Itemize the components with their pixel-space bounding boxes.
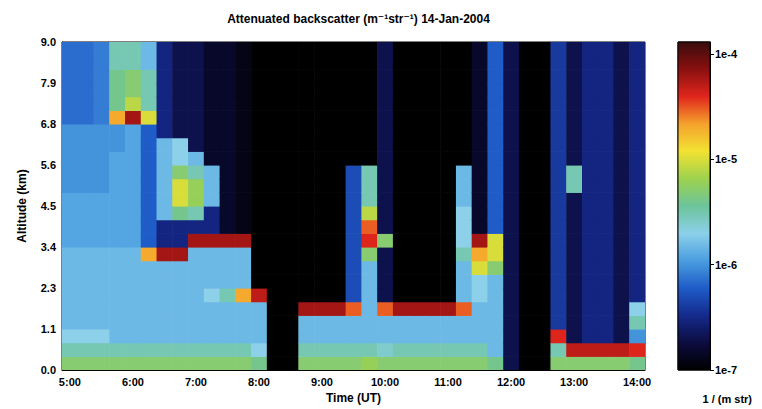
svg-text:7:00: 7:00	[185, 376, 207, 388]
svg-text:11:00: 11:00	[434, 376, 462, 388]
svg-text:1e-7: 1e-7	[715, 364, 737, 376]
svg-text:1e-6: 1e-6	[715, 259, 737, 271]
svg-text:1.1: 1.1	[41, 323, 56, 335]
svg-text:6.8: 6.8	[41, 118, 56, 130]
svg-text:6:00: 6:00	[122, 376, 144, 388]
svg-text:10:00: 10:00	[371, 376, 399, 388]
svg-text:5:00: 5:00	[59, 376, 81, 388]
svg-text:12:00: 12:00	[497, 376, 525, 388]
svg-text:9.0: 9.0	[41, 36, 56, 48]
svg-text:2.3: 2.3	[41, 282, 56, 294]
svg-text:3.4: 3.4	[41, 241, 57, 253]
svg-text:Time (UT): Time (UT)	[326, 391, 381, 405]
svg-text:14:00: 14:00	[623, 376, 651, 388]
svg-text:9:00: 9:00	[311, 376, 333, 388]
svg-text:1 / (m str): 1 / (m str)	[702, 393, 752, 405]
svg-text:Attenuated backscatter (m⁻¹str: Attenuated backscatter (m⁻¹str⁻¹) 14-Jan…	[227, 12, 490, 26]
svg-text:5.6: 5.6	[41, 159, 56, 171]
svg-text:Altitude (km): Altitude (km)	[15, 169, 29, 242]
svg-text:13:00: 13:00	[560, 376, 588, 388]
svg-text:4.5: 4.5	[41, 200, 56, 212]
svg-text:7.9: 7.9	[41, 77, 56, 89]
svg-text:1e-5: 1e-5	[715, 153, 737, 165]
svg-text:8:00: 8:00	[248, 376, 270, 388]
svg-text:0.0: 0.0	[41, 364, 56, 376]
svg-text:1e-4: 1e-4	[715, 48, 738, 60]
